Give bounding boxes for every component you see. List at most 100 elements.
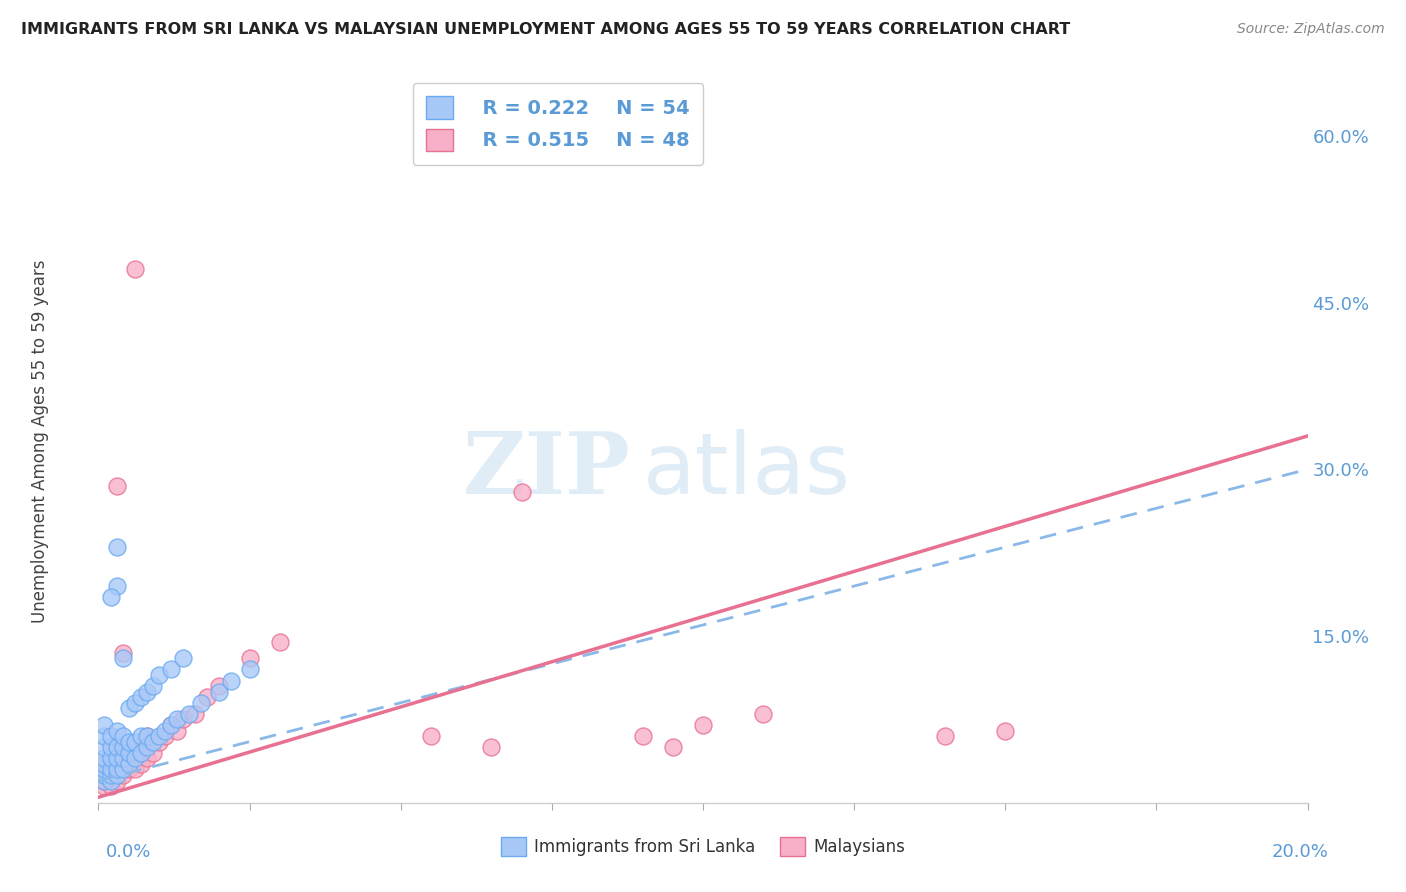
Point xyxy=(105,540,128,554)
Point xyxy=(160,662,183,676)
Point xyxy=(93,763,115,777)
Point xyxy=(105,768,128,782)
Point xyxy=(135,684,157,698)
Point xyxy=(93,763,115,777)
Point xyxy=(105,723,128,738)
Point xyxy=(510,484,533,499)
Point xyxy=(118,734,141,748)
Point xyxy=(111,768,134,782)
Point xyxy=(118,701,141,715)
Point xyxy=(129,756,152,771)
Point xyxy=(111,746,134,760)
Point xyxy=(105,763,128,777)
Point xyxy=(100,756,122,771)
Point xyxy=(129,690,152,705)
Legend: Immigrants from Sri Lanka, Malaysians: Immigrants from Sri Lanka, Malaysians xyxy=(494,830,912,863)
Text: ZIP: ZIP xyxy=(463,428,630,512)
Point xyxy=(93,773,115,788)
Point xyxy=(111,756,134,771)
Point xyxy=(100,779,122,793)
Point xyxy=(93,773,115,788)
Point xyxy=(184,706,207,721)
Point xyxy=(93,756,115,771)
Point xyxy=(269,634,291,648)
Point xyxy=(105,763,128,777)
Point xyxy=(190,696,212,710)
Point xyxy=(160,718,183,732)
Point xyxy=(135,740,157,755)
Point xyxy=(142,734,165,748)
Point xyxy=(100,751,122,765)
Point xyxy=(179,706,201,721)
Text: 20.0%: 20.0% xyxy=(1272,843,1329,861)
Point xyxy=(124,734,146,748)
Point xyxy=(105,579,128,593)
Point xyxy=(135,729,157,743)
Point xyxy=(124,696,146,710)
Point xyxy=(93,718,115,732)
Point xyxy=(111,751,134,765)
Point xyxy=(93,729,115,743)
Point xyxy=(172,651,194,665)
Point xyxy=(93,756,115,771)
Point xyxy=(124,746,146,760)
Point xyxy=(239,662,262,676)
Point xyxy=(208,679,231,693)
Point xyxy=(118,746,141,760)
Point xyxy=(111,740,134,755)
Point xyxy=(166,723,188,738)
Point xyxy=(129,740,152,755)
Point xyxy=(93,740,115,755)
Point xyxy=(135,729,157,743)
Point xyxy=(994,723,1017,738)
Point xyxy=(105,751,128,765)
Point xyxy=(934,729,956,743)
Text: Source: ZipAtlas.com: Source: ZipAtlas.com xyxy=(1237,22,1385,37)
Point xyxy=(100,590,122,604)
Point xyxy=(148,734,170,748)
Point xyxy=(239,651,262,665)
Point xyxy=(100,746,122,760)
Point xyxy=(105,751,128,765)
Point xyxy=(118,763,141,777)
Point xyxy=(208,684,231,698)
Point xyxy=(148,729,170,743)
Point xyxy=(153,723,176,738)
Text: 0.0%: 0.0% xyxy=(105,843,150,861)
Text: IMMIGRANTS FROM SRI LANKA VS MALAYSIAN UNEMPLOYMENT AMONG AGES 55 TO 59 YEARS CO: IMMIGRANTS FROM SRI LANKA VS MALAYSIAN U… xyxy=(21,22,1070,37)
Point xyxy=(692,718,714,732)
Point xyxy=(100,768,122,782)
Point xyxy=(111,763,134,777)
Point xyxy=(195,690,218,705)
Text: atlas: atlas xyxy=(643,429,851,512)
Point xyxy=(153,729,176,743)
Point xyxy=(100,763,122,777)
Point xyxy=(100,773,122,788)
Point xyxy=(111,729,134,743)
Point xyxy=(142,679,165,693)
Point xyxy=(124,262,146,277)
Point xyxy=(166,713,188,727)
Point xyxy=(124,763,146,777)
Point xyxy=(420,729,443,743)
Point xyxy=(135,751,157,765)
Point xyxy=(148,668,170,682)
Point xyxy=(172,713,194,727)
Point xyxy=(661,740,683,755)
Point xyxy=(135,734,157,748)
Point xyxy=(93,768,115,782)
Text: Unemployment Among Ages 55 to 59 years: Unemployment Among Ages 55 to 59 years xyxy=(31,260,49,624)
Point xyxy=(111,651,134,665)
Point xyxy=(129,746,152,760)
Point xyxy=(129,729,152,743)
Point xyxy=(93,779,115,793)
Point xyxy=(105,479,128,493)
Point xyxy=(105,773,128,788)
Point xyxy=(100,729,122,743)
Point xyxy=(160,718,183,732)
Point xyxy=(752,706,775,721)
Point xyxy=(118,756,141,771)
Point xyxy=(142,746,165,760)
Point xyxy=(631,729,654,743)
Point xyxy=(100,768,122,782)
